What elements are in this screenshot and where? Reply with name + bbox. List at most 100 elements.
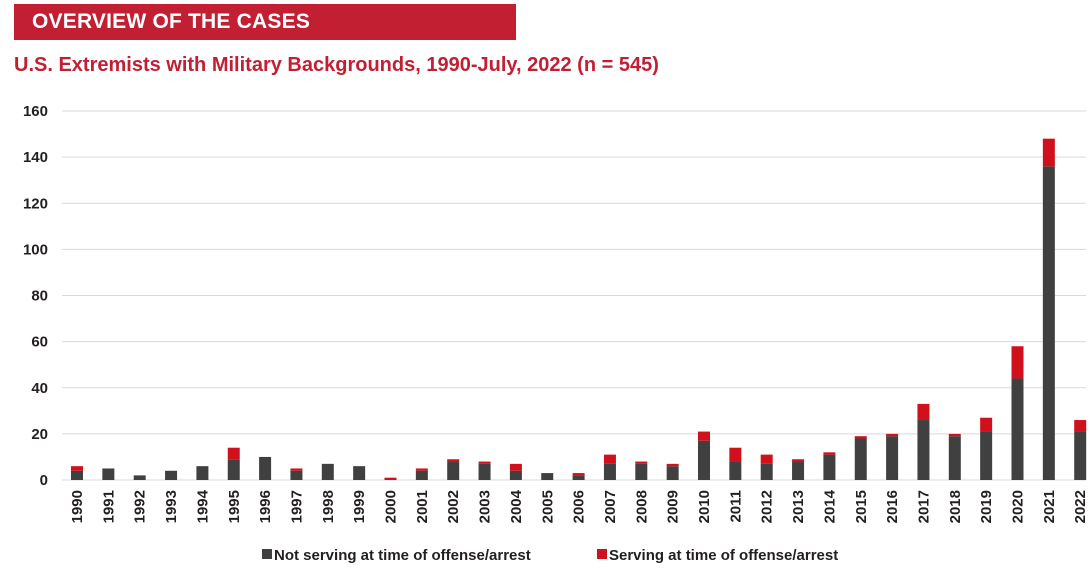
- bar-not-serving: [541, 473, 554, 480]
- legend-label: Not serving at time of offense/arrest: [274, 547, 531, 564]
- bar-not-serving: [823, 454, 836, 480]
- y-tick-label: 100: [23, 241, 48, 258]
- x-tick-label: 2003: [477, 490, 494, 523]
- bar-serving: [948, 433, 961, 437]
- bar-not-serving: [165, 470, 178, 480]
- x-tick-label: 1998: [320, 490, 337, 523]
- bar-not-serving: [792, 461, 805, 480]
- bar-not-serving: [886, 436, 899, 480]
- x-tick-label: 2017: [915, 490, 932, 523]
- bar-not-serving: [603, 463, 616, 480]
- x-tick-label: 2007: [602, 490, 619, 523]
- x-tick-label: 2001: [414, 490, 431, 523]
- bar-not-serving: [447, 461, 460, 480]
- bar-serving: [478, 461, 491, 464]
- bar-not-serving: [290, 470, 303, 480]
- legend-swatch: [597, 549, 607, 559]
- bar-serving: [823, 452, 836, 455]
- bar-serving: [572, 473, 585, 476]
- bar-serving: [886, 433, 899, 437]
- bar-serving: [666, 463, 679, 467]
- x-tick-label: 2011: [727, 490, 744, 523]
- bar-not-serving: [1011, 378, 1024, 480]
- x-tick-label: 2022: [1072, 490, 1089, 523]
- bar-serving: [1042, 138, 1055, 167]
- bar-not-serving: [227, 459, 240, 480]
- bar-serving: [71, 466, 83, 471]
- x-tick-label: 1993: [163, 490, 180, 523]
- bar-not-serving: [698, 440, 710, 480]
- x-tick-label: 1991: [100, 490, 117, 523]
- bars: [71, 138, 1087, 480]
- bar-not-serving: [478, 463, 491, 480]
- x-tick-label: 2016: [884, 490, 901, 523]
- bar-not-serving: [71, 470, 83, 480]
- chart-title: U.S. Extremists with Military Background…: [14, 54, 659, 76]
- bar-not-serving: [760, 463, 773, 480]
- bar-not-serving: [509, 470, 522, 480]
- legend-label: Serving at time of offense/arrest: [609, 547, 838, 564]
- bar-not-serving: [917, 420, 930, 480]
- bar-not-serving: [1074, 431, 1087, 480]
- bar-not-serving: [572, 475, 585, 480]
- x-tick-label: 2005: [539, 490, 556, 523]
- x-tick-label: 2021: [1041, 490, 1058, 523]
- bar-serving: [760, 454, 773, 464]
- x-tick-label: 1999: [351, 490, 368, 523]
- bar-serving: [980, 417, 993, 432]
- bar-not-serving: [133, 475, 146, 480]
- bar-serving: [792, 459, 805, 462]
- y-tick-label: 0: [40, 472, 48, 489]
- bar-serving: [447, 459, 460, 462]
- x-tick-label: 2000: [383, 490, 400, 523]
- x-tick-label: 1990: [69, 490, 86, 523]
- bar-not-serving: [854, 438, 867, 480]
- x-tick-label: 2014: [821, 489, 838, 523]
- bar-not-serving: [415, 470, 428, 480]
- x-tick-label: 1992: [132, 490, 149, 523]
- x-tick-label: 1995: [226, 490, 243, 523]
- bar-not-serving: [196, 466, 209, 480]
- x-tick-label: 1994: [194, 489, 211, 523]
- bar-not-serving: [353, 466, 366, 480]
- gridlines: [62, 110, 1086, 481]
- bar-not-serving: [729, 461, 742, 480]
- bar-serving: [635, 461, 648, 464]
- bar-not-serving: [259, 456, 272, 480]
- x-tick-label: 2012: [759, 490, 776, 523]
- bar-serving: [854, 436, 867, 439]
- y-axis-ticks: 0 20 40 60 80 100 120 140 160: [23, 103, 48, 489]
- y-tick-label: 80: [31, 288, 48, 305]
- x-tick-label: 2010: [696, 490, 713, 523]
- bar-serving: [729, 447, 742, 462]
- bar-serving: [603, 454, 616, 464]
- y-tick-label: 60: [31, 334, 48, 351]
- x-tick-label: 1996: [257, 490, 274, 523]
- bar-serving: [415, 468, 428, 471]
- x-tick-label: 2018: [947, 490, 964, 523]
- x-tick-label: 2004: [508, 489, 525, 523]
- legend-swatch: [262, 549, 272, 559]
- y-tick-label: 40: [31, 380, 48, 397]
- x-tick-label: 2008: [633, 490, 650, 523]
- bar-serving: [1074, 420, 1087, 432]
- bar-serving: [1011, 346, 1024, 379]
- x-tick-label: 2013: [790, 490, 807, 523]
- x-tick-label: 2009: [665, 490, 682, 523]
- bar-not-serving: [635, 463, 648, 480]
- y-tick-label: 140: [23, 149, 48, 166]
- x-axis-ticks: 1990 1991 1992 1993 1994 1995 1996 1997 1998 1999…: [69, 489, 1089, 523]
- bar-not-serving: [666, 466, 679, 480]
- bar-serving: [698, 431, 710, 441]
- bar-serving: [227, 447, 240, 460]
- x-tick-label: 2002: [445, 490, 462, 523]
- x-tick-label: 2019: [978, 490, 995, 523]
- bar-not-serving: [321, 463, 334, 480]
- y-tick-label: 120: [23, 195, 48, 212]
- bar-serving: [917, 403, 930, 421]
- x-tick-label: 1997: [288, 490, 305, 523]
- bar-not-serving: [980, 431, 993, 480]
- bar-serving: [290, 468, 303, 471]
- x-tick-label: 2015: [853, 490, 870, 523]
